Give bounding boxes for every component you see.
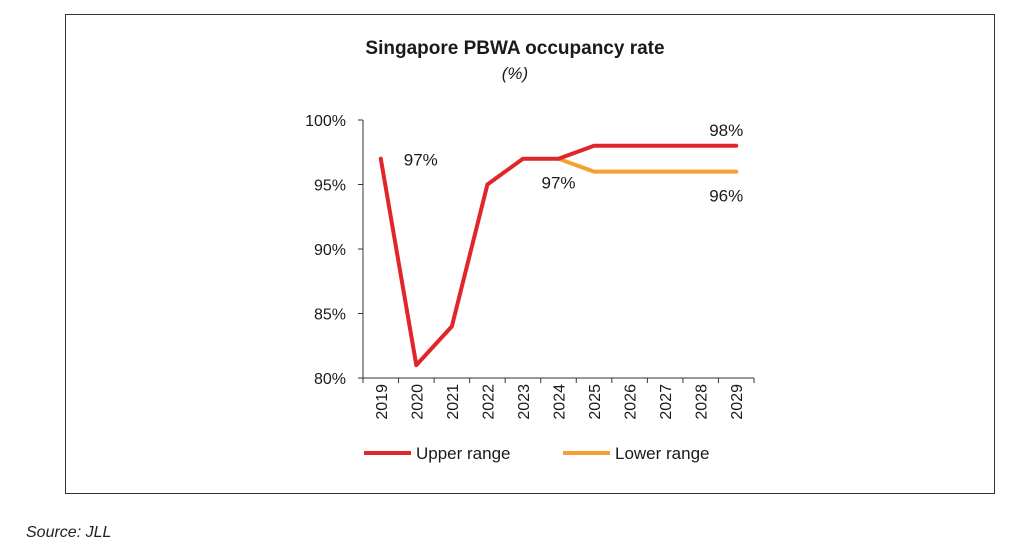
series-line-upper-range	[378, 143, 739, 368]
data-label: 96%	[709, 187, 743, 206]
x-tick-label: 2024	[552, 384, 569, 420]
y-tick-label: 80%	[314, 371, 346, 388]
x-tick-label: 2020	[409, 384, 426, 420]
legend: Upper range Lower range	[364, 444, 710, 463]
chart-series	[378, 143, 739, 368]
series-line-lower-range	[556, 156, 739, 174]
x-tick-label: 2026	[623, 384, 640, 420]
legend-label: Lower range	[615, 444, 710, 463]
y-tick-label: 100%	[305, 113, 346, 130]
y-tick-label: 95%	[314, 178, 346, 195]
chart-subtitle: (%)	[502, 64, 528, 83]
x-tick-label: 2028	[694, 384, 711, 420]
y-tick-label: 90%	[314, 242, 346, 259]
data-labels: 97% 97% 98% 96%	[404, 121, 743, 206]
data-label: 97%	[541, 174, 575, 193]
data-label: 98%	[709, 121, 743, 140]
y-tick-label: 85%	[314, 307, 346, 324]
occupancy-line-chart: Singapore PBWA occupancy rate (%) 80% 85%…	[305, 38, 755, 463]
x-tick-label: 2023	[516, 384, 533, 420]
chart-axes: 80% 85% 90% 95% 100% 2019 2020 2021 2022 2023 2024…	[305, 113, 755, 420]
x-tick-label: 2025	[587, 384, 604, 420]
x-tick-label: 2021	[445, 384, 462, 420]
x-tick-label: 2019	[374, 384, 391, 420]
chart-title: Singapore PBWA occupancy rate	[365, 38, 664, 59]
x-tick-label: 2022	[480, 384, 497, 420]
legend-label: Upper range	[416, 444, 511, 463]
source-note: Source: JLL	[26, 524, 112, 541]
data-label: 97%	[404, 151, 438, 170]
x-tick-label: 2029	[729, 384, 746, 420]
x-tick-label: 2027	[658, 384, 675, 420]
chart-frame: Singapore PBWA occupancy rate (%) 80% 85%…	[65, 14, 995, 494]
